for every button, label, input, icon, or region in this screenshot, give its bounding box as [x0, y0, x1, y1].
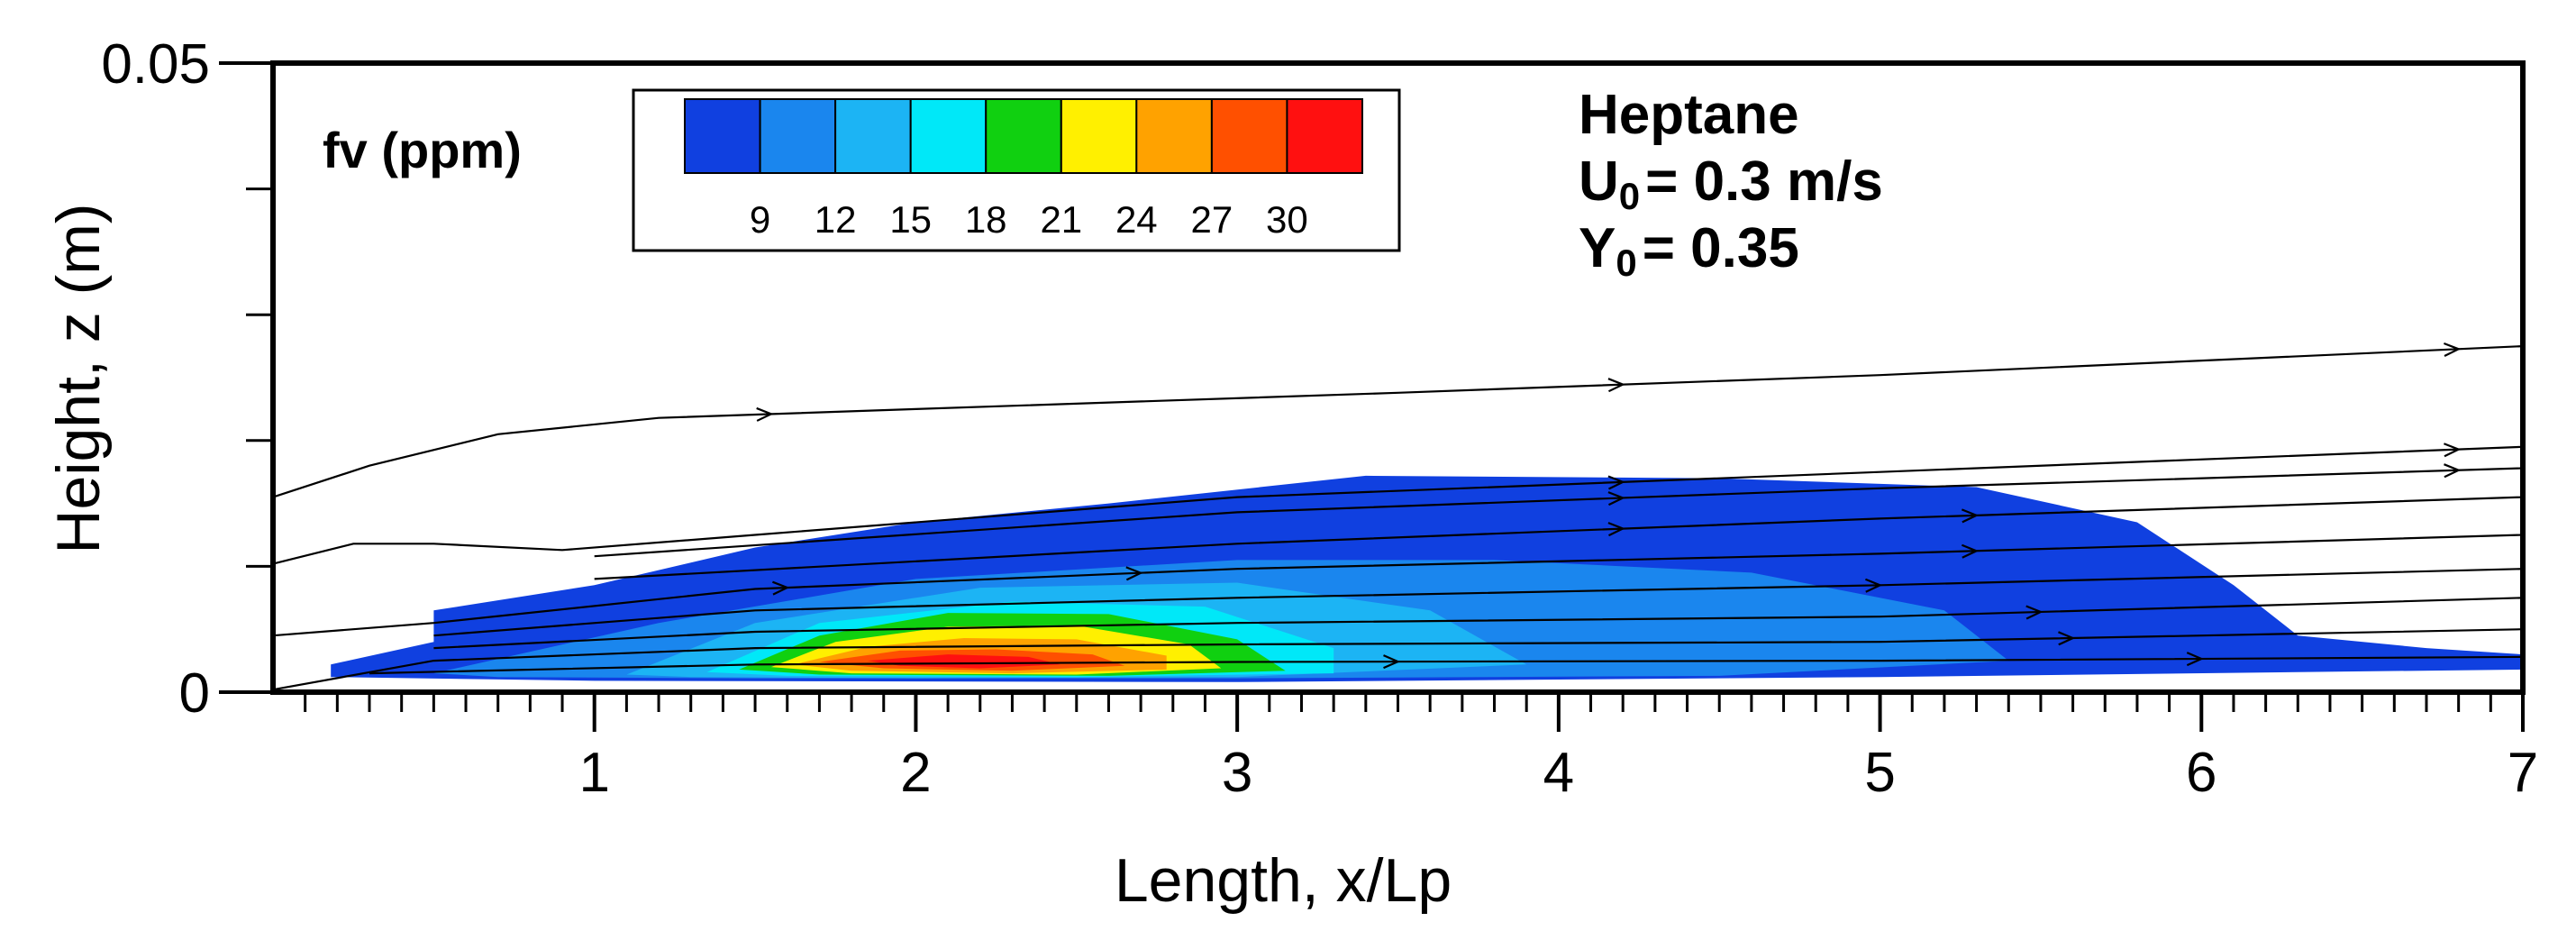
x-tick-label: 4: [1543, 742, 1574, 804]
streamline-arrow-3-0: [1607, 522, 1625, 537]
colorbar-level-label: 27: [1191, 198, 1233, 241]
colorbar-swatch-6: [1135, 98, 1213, 174]
condition-annotations: Heptane U0= 0.3 m/s Y0= 0.35: [1579, 84, 1883, 284]
streamline-arrow-5-0: [1865, 578, 1883, 593]
streamline-arrow-3-1: [1961, 508, 1980, 524]
mass-fraction-subscript: 0: [1616, 242, 1636, 284]
streamline-arrow-0-0: [756, 406, 774, 422]
streamline-1: [272, 445, 2524, 565]
colorbar-level-label: 30: [1266, 198, 1308, 241]
colorbar-swatch-1: [759, 98, 837, 174]
streamline-8: [369, 655, 2524, 675]
mass-fraction-value: = 0.35: [1643, 217, 1799, 279]
streamline-arrow-1-0: [1607, 475, 1625, 490]
streamline-arrow-4-1: [1125, 566, 1143, 581]
streamline-layer: [272, 342, 2524, 691]
colorbar-swatch-0: [684, 98, 761, 174]
colorbar-level-label: 12: [815, 198, 857, 241]
colorbar-swatch-7: [1210, 98, 1288, 174]
colorbar-swatch-8: [1286, 98, 1364, 174]
y-tick-label: 0.05: [101, 33, 210, 96]
y-tick-label: 0: [179, 662, 210, 725]
velocity-label: U0= 0.3 m/s: [1579, 151, 1883, 217]
streamline-arrow-4-2: [1961, 543, 1980, 559]
velocity-symbol: U: [1579, 151, 1619, 213]
streamline-arrow-0-2: [2444, 342, 2462, 358]
colorbar-legend: fv (ppm) 9 12 15 18 21 24 27 30: [323, 88, 1401, 252]
streamline-4: [272, 534, 2524, 637]
streamline-5: [433, 568, 2524, 637]
streamline-arrow-2-1: [2444, 463, 2462, 479]
colorbar-swatch-3: [909, 98, 988, 174]
streamline-arrow-1-1: [2444, 443, 2462, 458]
x-tick-label: 5: [1864, 742, 1895, 804]
y-axis-title: Height, z (m): [44, 203, 113, 553]
streamline-arrow-6-0: [2025, 605, 2044, 620]
mass-fraction-symbol: Y: [1579, 217, 1616, 279]
colorbar-labels: 9 12 15 18 21 24 27 30: [750, 198, 1308, 241]
x-tick-label: 1: [578, 742, 609, 804]
y-axis-ticks: 00.05: [101, 33, 273, 725]
colorbar-swatch-4: [985, 98, 1062, 174]
colorbar-swatch-5: [1060, 98, 1138, 174]
streamline-arrow-2-0: [1607, 491, 1625, 507]
x-axis-title: Length, x/Lp: [1115, 846, 1452, 915]
colorbar-level-label: 18: [965, 198, 1007, 241]
streamline-7: [272, 628, 2524, 691]
colorbar-level-label: 9: [750, 198, 770, 241]
velocity-subscript: 0: [1619, 175, 1640, 217]
x-tick-label: 7: [2508, 742, 2538, 804]
streamline-2: [594, 467, 2524, 558]
x-axis-ticks: 1 2 3 4 5 6 7: [304, 692, 2538, 804]
legend-variable-label: fv (ppm): [323, 122, 522, 178]
colorbar-swatches: [684, 98, 1364, 174]
colorbar-swatch-2: [834, 98, 912, 174]
colorbar-level-label: 21: [1040, 198, 1082, 241]
streamline-arrow-8-0: [1383, 654, 1401, 670]
streamline-arrow-4-0: [772, 580, 790, 596]
colorbar-level-label: 24: [1115, 198, 1158, 241]
streamline-3: [594, 496, 2524, 580]
contour-region-8: [867, 654, 1060, 669]
fuel-label: Heptane: [1579, 84, 1799, 146]
colorbar-level-label: 15: [889, 198, 932, 241]
streamline-arrow-8-1: [2186, 652, 2205, 667]
velocity-value: = 0.3 m/s: [1645, 151, 1883, 213]
x-tick-label: 6: [2186, 742, 2216, 804]
x-tick-label: 3: [1222, 742, 1252, 804]
streamline-arrow-0-1: [1607, 378, 1625, 393]
streamline-arrow-7-0: [2058, 631, 2076, 646]
streamline-0: [272, 345, 2524, 498]
streamline-6: [433, 597, 2524, 650]
x-tick-label: 2: [900, 742, 931, 804]
mass-fraction-label: Y0= 0.35: [1579, 217, 1799, 284]
